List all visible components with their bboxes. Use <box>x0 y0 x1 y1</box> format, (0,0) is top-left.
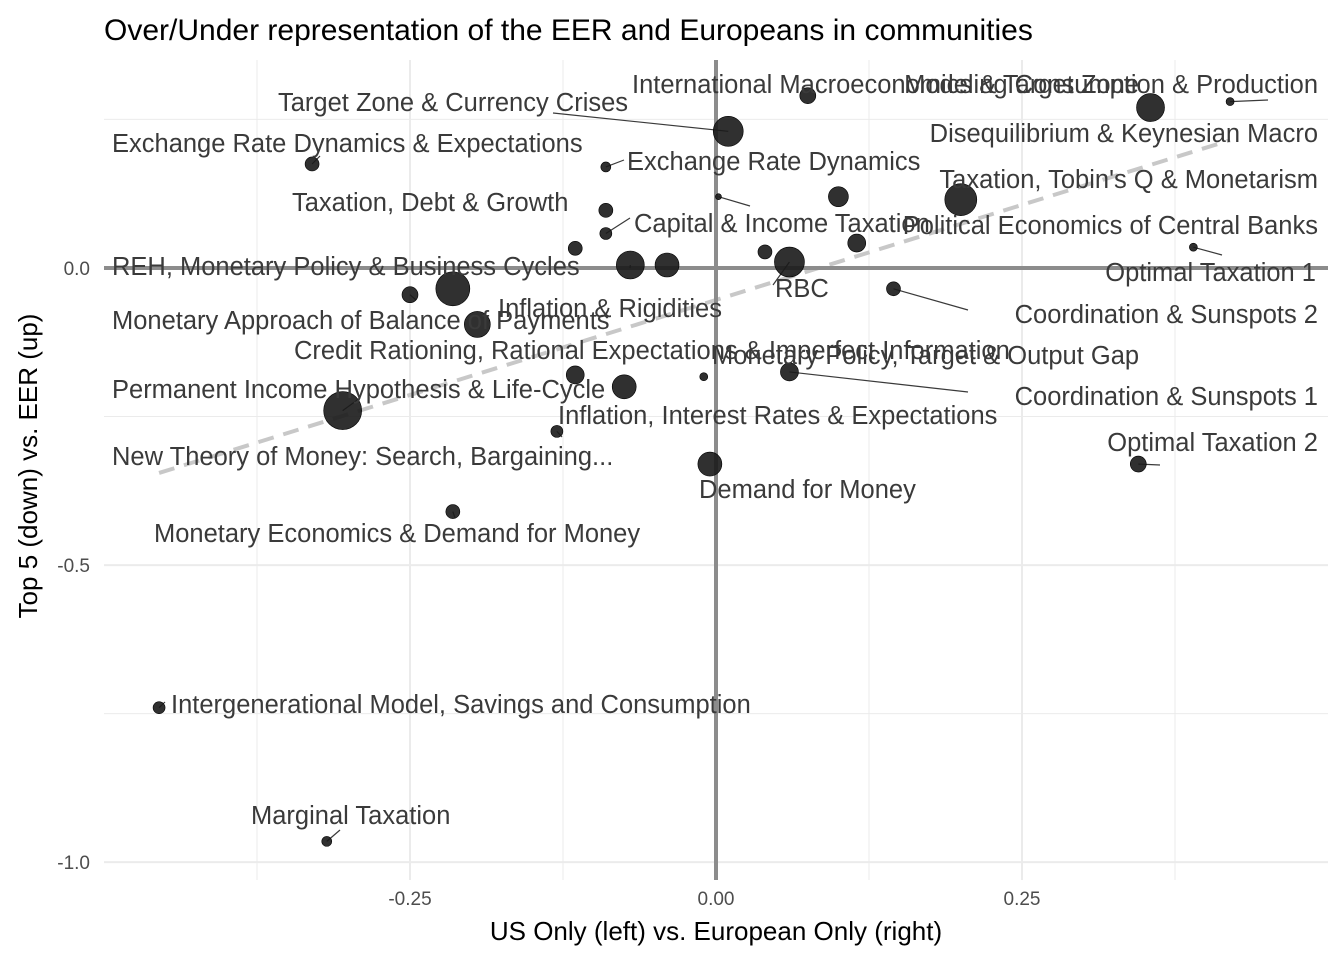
data-point <box>847 233 867 253</box>
data-point <box>699 372 709 382</box>
x-tick-label: 0.00 <box>698 889 735 910</box>
point-label: Monetary Approach of Balance of Payments <box>112 307 610 335</box>
data-point <box>598 203 614 218</box>
point-label: New Theory of Money: Search, Bargaining.… <box>112 443 613 471</box>
point-label: Optimal Taxation 1 <box>1105 259 1316 287</box>
point-label: International Macroeconomics & Target Zo… <box>632 71 1139 99</box>
point-label: REH, Monetary Policy & Business Cycles <box>112 253 580 281</box>
chart-title: Over/Under representation of the EER and… <box>104 14 1033 47</box>
data-point <box>565 365 585 385</box>
data-point <box>599 227 613 240</box>
data-points <box>152 87 1235 847</box>
leader-line <box>1193 246 1223 256</box>
data-point <box>715 193 722 200</box>
data-point <box>464 311 491 338</box>
point-labels: International Macroeconomics & Target Zo… <box>112 71 1318 830</box>
x-tick-label: -0.25 <box>388 889 431 910</box>
data-point <box>611 374 637 400</box>
y-tick-label: -0.5 <box>57 556 90 577</box>
leader-line <box>1230 99 1269 103</box>
data-point <box>799 87 817 104</box>
data-point <box>323 391 362 430</box>
data-point <box>401 286 419 304</box>
data-point <box>445 504 461 519</box>
data-point <box>774 246 805 278</box>
point-label: Credit Rationing, Rational Expectations … <box>294 337 1010 365</box>
data-point <box>567 241 583 256</box>
point-label: Capital & Income Taxation <box>634 210 930 238</box>
point-label: Political Economics of Central Banks <box>903 212 1318 240</box>
point-label: RBC <box>775 275 829 303</box>
data-point <box>828 186 849 207</box>
leader-line <box>552 112 729 132</box>
point-label: Monetary Economics & Demand for Money <box>154 520 640 548</box>
x-axis-title: US Only (left) vs. European Only (right) <box>490 916 942 946</box>
point-label: Intergenerational Model, Savings and Con… <box>171 691 751 719</box>
point-label: Modeling Consumption & Production <box>904 71 1318 99</box>
point-label: Monetary Policy, Target & Output Gap <box>712 342 1139 370</box>
data-point <box>886 281 901 297</box>
y-tick-label: -1.0 <box>57 853 90 874</box>
point-label: Taxation, Debt & Growth <box>292 189 568 217</box>
point-label: Optimal Taxation 2 <box>1107 429 1318 457</box>
point-label: Demand for Money <box>699 476 916 504</box>
data-point <box>712 116 744 147</box>
data-point <box>600 161 612 173</box>
data-point <box>304 156 320 172</box>
data-point <box>1225 97 1235 106</box>
data-point <box>616 250 645 280</box>
point-label: Permanent Income Hypothesis & Life-Cycle <box>112 376 605 404</box>
point-label: Coordination & Sunspots 1 <box>1015 383 1318 411</box>
data-point <box>1189 242 1198 252</box>
data-point <box>697 451 723 477</box>
x-tick-label: 0.25 <box>1004 889 1041 910</box>
leader-line <box>718 196 751 207</box>
y-tick-labels: -1.0 -0.5 0.0 <box>57 259 90 874</box>
point-label: Target Zone & Currency Crises <box>278 89 628 117</box>
data-point <box>944 183 978 216</box>
data-point <box>780 362 799 382</box>
data-point <box>550 425 564 438</box>
point-label: Exchange Rate Dynamics <box>627 148 920 176</box>
point-label: Inflation, Interest Rates & Expectations <box>558 402 997 430</box>
point-label: Taxation, Tobin's Q & Monetarism <box>939 166 1318 194</box>
point-label: Inflation & Rigidities <box>498 295 722 323</box>
data-point <box>654 252 680 278</box>
leader-line <box>893 288 969 311</box>
point-label: Marginal Taxation <box>251 802 450 830</box>
x-tick-labels: -0.25 0.00 0.25 <box>388 889 1040 910</box>
point-label: Coordination & Sunspots 2 <box>1015 301 1318 329</box>
y-axis-title: Top 5 (down) vs. EER (up) <box>13 314 43 619</box>
data-point <box>1136 93 1165 122</box>
y-tick-label: 0.0 <box>64 259 90 280</box>
data-point <box>1129 455 1147 473</box>
point-label: Exchange Rate Dynamics & Expectations <box>112 130 583 158</box>
data-point <box>435 271 471 307</box>
data-point <box>152 701 166 714</box>
data-point <box>757 244 773 260</box>
point-label: Disequilibrium & Keynesian Macro <box>930 120 1318 148</box>
data-point <box>321 836 333 847</box>
leader-line <box>789 371 969 393</box>
